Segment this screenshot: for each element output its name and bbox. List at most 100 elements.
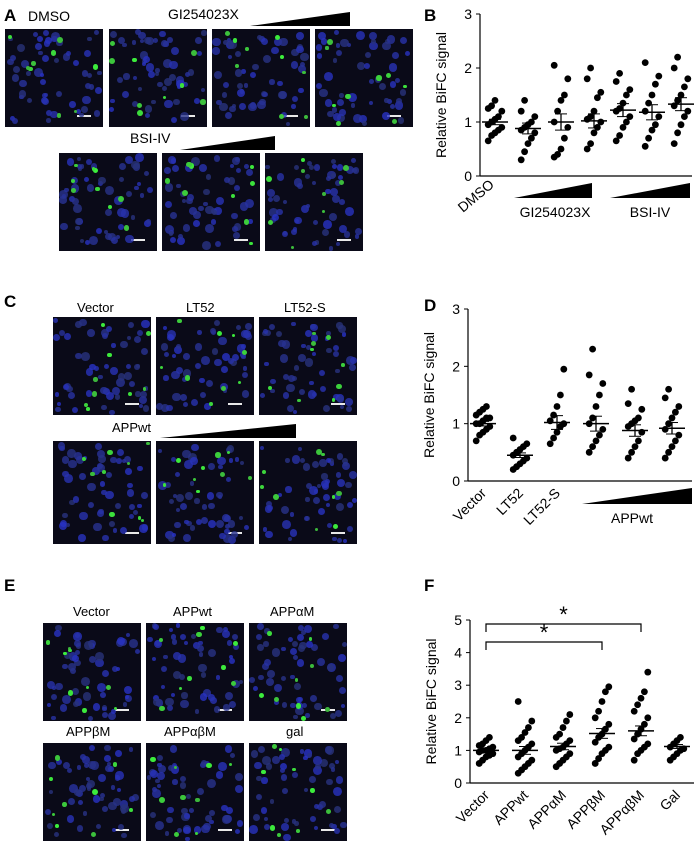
data-point [564, 75, 572, 83]
bifc-spot [150, 756, 157, 763]
nucleus-spot [179, 394, 187, 401]
nucleus-spot [88, 655, 97, 664]
nucleus-spot [235, 828, 241, 835]
nucleus-spot [87, 482, 96, 492]
nucleus-spot [53, 318, 59, 324]
micrograph-a-gi-high [314, 28, 414, 128]
bifc-spot [279, 54, 285, 60]
data-point [665, 385, 672, 393]
nucleus-spot [164, 77, 173, 86]
nucleus-spot [167, 806, 174, 814]
nucleus-spot [249, 677, 255, 683]
nucleus-spot [313, 803, 319, 809]
bifc-spot [123, 225, 130, 231]
significance-asterisk: * [540, 620, 549, 645]
label-e-appabm: APPαβM [164, 724, 216, 739]
micrograph-e-appabm [145, 742, 245, 842]
micrograph-e-gal [248, 742, 348, 842]
nucleus-spot [232, 225, 239, 232]
bifc-spot [160, 366, 164, 370]
bifc-spot [67, 689, 74, 696]
nucleus-spot [341, 457, 349, 465]
nucleus-spot [167, 534, 176, 543]
nucleus-spot [362, 120, 368, 126]
nucleus-spot [201, 672, 207, 678]
nucleus-spot [236, 325, 242, 331]
nucleus-spot [215, 626, 223, 634]
nucleus-spot [192, 642, 200, 650]
nucleus-spot [72, 655, 80, 662]
nucleus-spot [98, 374, 104, 380]
nucleus-spot [131, 161, 140, 170]
nucleus-spot [146, 775, 152, 780]
nucleus-spot [227, 40, 237, 49]
bifc-spot [249, 241, 253, 246]
nucleus-spot [295, 706, 304, 715]
nucleus-spot [123, 371, 133, 381]
nucleus-spot [119, 163, 127, 171]
bifc-spot [108, 205, 113, 210]
nucleus-spot [334, 29, 340, 36]
nucleus-spot [297, 65, 306, 74]
nucleus-spot [205, 174, 212, 180]
nucleus-spot [53, 333, 61, 341]
nucleus-spot [186, 520, 192, 526]
nucleus-spot [164, 831, 170, 836]
label-e-gal: gal [286, 724, 304, 739]
nucleus-spot [352, 167, 360, 174]
bifc-spot [138, 516, 142, 520]
nucleus-spot [285, 458, 290, 463]
nucleus-spot [221, 366, 228, 374]
data-point [563, 717, 570, 725]
nucleus-spot [205, 380, 213, 388]
nucleus-spot [218, 464, 223, 470]
nucleus-spot [105, 392, 114, 401]
nucleus-spot [105, 185, 115, 195]
nucleus-spot [280, 774, 288, 782]
nucleus-spot [348, 471, 357, 480]
nucleus-spot [223, 704, 230, 711]
nucleus-spot [322, 404, 331, 413]
nucleus-spot [93, 110, 100, 117]
nucleus-spot [201, 356, 210, 366]
nucleus-spot [227, 177, 236, 186]
nucleus-spot [214, 240, 222, 248]
data-point [546, 440, 554, 448]
nucleus-spot [355, 228, 363, 236]
nucleus-spot [337, 654, 346, 663]
nucleus-spot [64, 651, 71, 659]
bifc-spot [114, 707, 118, 711]
data-point [605, 743, 613, 751]
nucleus-spot [289, 647, 297, 655]
data-point [670, 140, 678, 148]
nucleus-spot [264, 816, 269, 821]
nucleus-spot [193, 220, 201, 227]
nucleus-spot [369, 79, 374, 84]
nucleus-spot [156, 402, 163, 410]
nucleus-spot [345, 481, 353, 489]
nucleus-spot [141, 320, 150, 329]
nucleus-spot [83, 49, 92, 58]
nucleus-spot [291, 321, 296, 327]
nucleus-spot [281, 702, 288, 709]
nucleus-spot [292, 95, 299, 102]
nucleus-spot [346, 525, 354, 533]
nucleus-spot [252, 63, 259, 70]
bifc-spot [82, 708, 87, 713]
data-point [521, 148, 528, 156]
nucleus-spot [239, 88, 245, 94]
scale-bar [228, 403, 242, 405]
nucleus-spot [264, 361, 269, 367]
nucleus-spot [50, 32, 60, 41]
bifc-spot [68, 648, 72, 653]
bifc-spot [268, 219, 274, 225]
nucleus-spot [142, 56, 150, 64]
nucleus-spot [8, 36, 14, 42]
nucleus-spot [196, 519, 203, 526]
nucleus-spot [184, 640, 189, 645]
nucleus-spot [87, 329, 95, 337]
nucleus-spot [336, 776, 344, 784]
data-point [665, 448, 672, 456]
nucleus-spot [230, 531, 238, 539]
bifc-spot [108, 511, 115, 518]
